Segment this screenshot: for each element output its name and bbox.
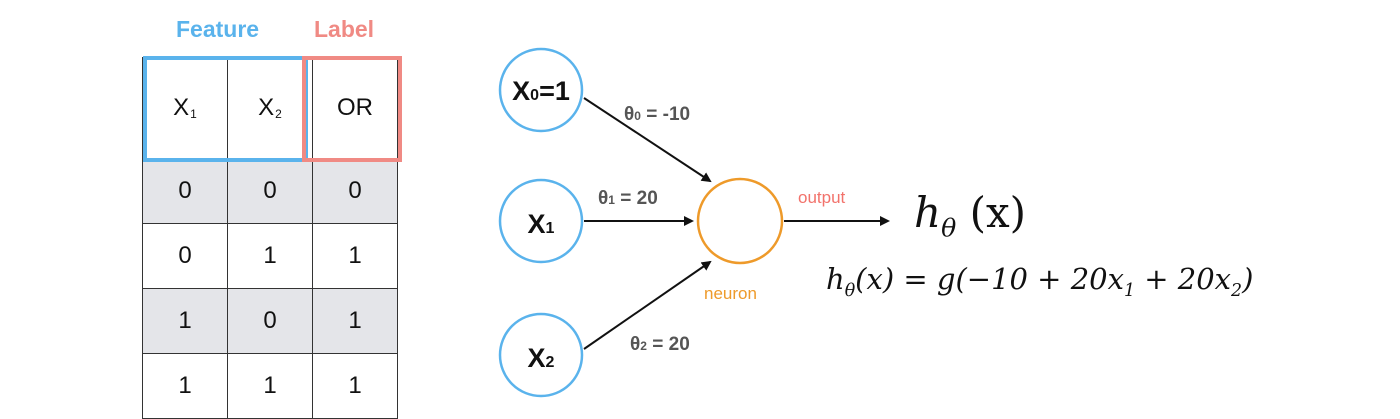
- table-cell: 1: [142, 353, 228, 419]
- hypothesis-output: hθ (x): [914, 188, 1027, 243]
- table-cell: 1: [312, 353, 398, 419]
- label-header: Label: [314, 16, 375, 42]
- table-row: 0 1 1: [142, 223, 398, 289]
- weight-theta1: θ1 = 20: [598, 188, 658, 209]
- edge-x2-to-neuron: [583, 260, 712, 350]
- feature-header: Feature: [176, 16, 260, 42]
- input-label-x1: X1: [528, 209, 555, 239]
- input-label-x0: X0=1: [512, 76, 570, 106]
- table-cell: 0: [142, 158, 228, 224]
- input-node-x1: [498, 178, 584, 264]
- input-node-x0: [498, 47, 584, 133]
- table-cell: 1: [312, 223, 398, 289]
- table-cell: 0: [312, 158, 398, 224]
- output-label: output: [798, 188, 846, 207]
- hypothesis-equation: hθ(x) = g(−10 + 20x1 + 20x2): [826, 262, 1254, 301]
- edge-x0-to-neuron: [583, 97, 712, 183]
- neuron-node: [696, 177, 784, 265]
- input-node-x2: [498, 312, 584, 398]
- table-cell: 1: [312, 288, 398, 354]
- table-cell: 1: [227, 223, 313, 289]
- column-header-x1: X1: [142, 57, 228, 159]
- weight-theta0: θ0 = -10: [624, 104, 690, 125]
- weight-theta2: θ2 = 20: [630, 334, 690, 355]
- neuron-label: neuron: [704, 284, 757, 303]
- table-row: 1 1 1: [142, 353, 398, 419]
- table-row: 1 0 1: [142, 288, 398, 354]
- input-label-x2: X2: [528, 343, 555, 373]
- column-header-or: OR: [312, 57, 398, 159]
